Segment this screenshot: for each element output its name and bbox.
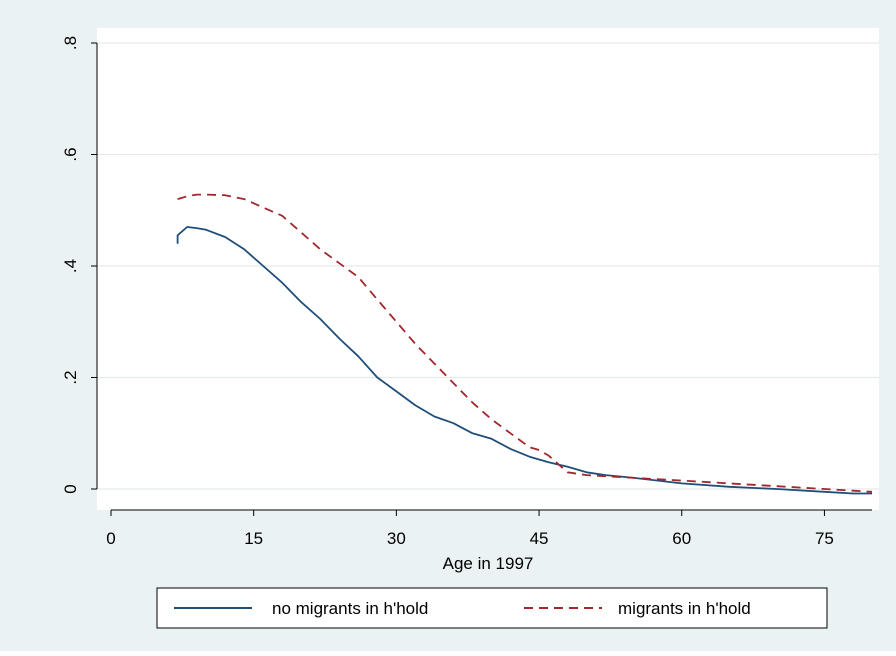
x-axis-label: Age in 1997 bbox=[443, 554, 534, 573]
x-tick-label-0: 0 bbox=[106, 529, 115, 548]
y-tick-label-4: .8 bbox=[61, 36, 80, 50]
x-tick-label-5: 75 bbox=[815, 529, 834, 548]
y-tick-label-1: .2 bbox=[61, 370, 80, 384]
series-line-no-migrants bbox=[176, 226, 872, 495]
series-lines bbox=[176, 193, 873, 495]
y-tick-label-3: .6 bbox=[61, 147, 80, 161]
axes: 0 .2 .4 .6 .8 0 15 30 45 60 75 bbox=[61, 36, 872, 548]
x-tick-label-2: 30 bbox=[387, 529, 406, 548]
y-tick-label-2: .4 bbox=[61, 259, 80, 273]
legend-label-no-migrants: no migrants in h'hold bbox=[272, 599, 428, 618]
legend-label-migrants: migrants in h'hold bbox=[618, 599, 751, 618]
series-line-migrants bbox=[177, 193, 873, 493]
x-tick-label-1: 15 bbox=[244, 529, 263, 548]
legend-box bbox=[156, 587, 828, 629]
plot-area bbox=[97, 28, 879, 510]
x-tick-label-3: 45 bbox=[530, 529, 549, 548]
y-tick-label-0: 0 bbox=[61, 484, 80, 493]
x-tick-label-4: 60 bbox=[672, 529, 691, 548]
grid-lines bbox=[97, 42, 879, 490]
legend: no migrants in h'hold migrants in h'hold bbox=[156, 587, 828, 629]
